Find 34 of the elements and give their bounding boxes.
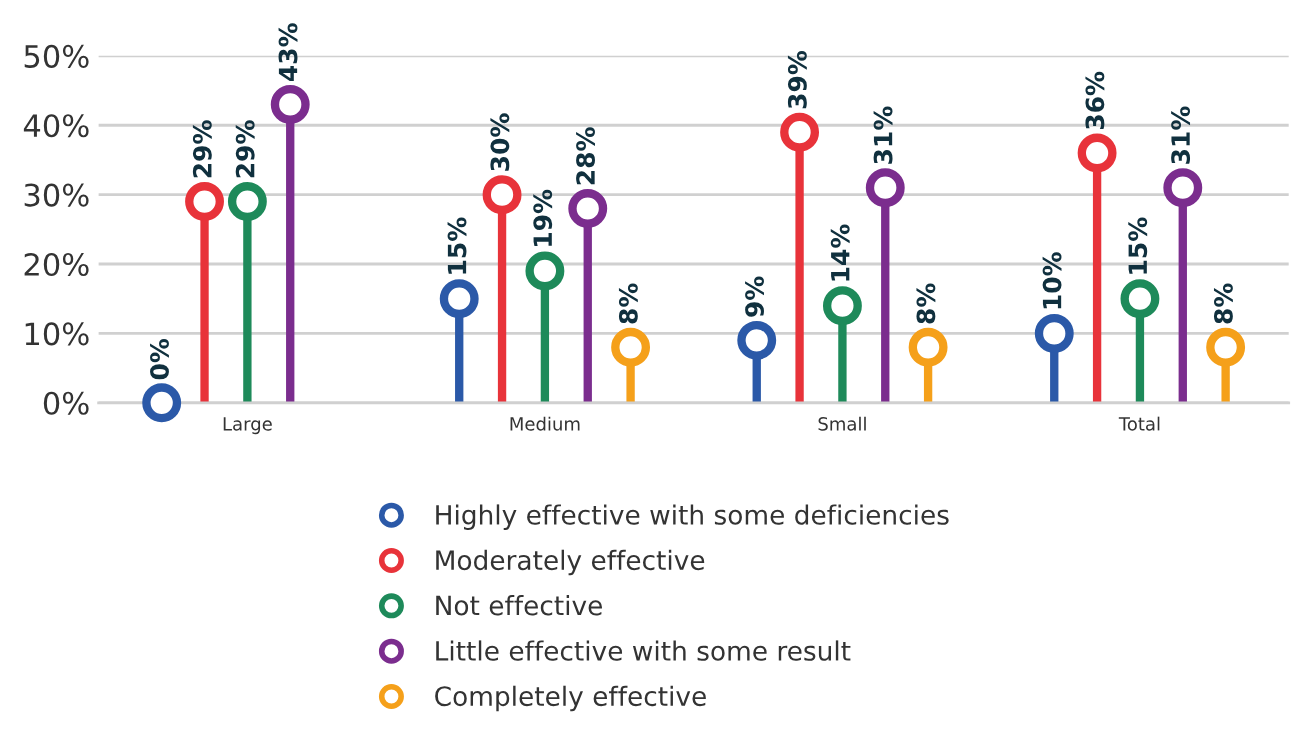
data-label: 43%: [278, 23, 298, 82]
data-label: 10%: [1042, 252, 1062, 309]
data-label: 29%: [192, 120, 212, 178]
data-label: 29%: [235, 120, 255, 178]
legend-label: Not effective: [436, 595, 602, 616]
data-label: 36%: [1085, 71, 1105, 130]
x-tick-label: Small: [818, 416, 866, 431]
legend-label: Little effective with some result: [436, 640, 851, 661]
data-label: 39%: [787, 50, 807, 109]
data-label: 8%: [1213, 283, 1233, 324]
legend-label: Moderately effective: [436, 549, 705, 576]
x-tick-label: Total: [1118, 416, 1160, 431]
data-label: 30%: [490, 113, 510, 171]
data-label: 15%: [1128, 217, 1148, 274]
data-label: 8%: [618, 283, 638, 324]
legend-label: Highly effective with some deficiencies: [436, 504, 949, 530]
y-tick-label: 40%: [23, 114, 89, 138]
y-tick-label: 30%: [24, 183, 89, 207]
data-label: 28%: [576, 127, 595, 185]
data-label: 9%: [745, 276, 764, 317]
data-label: 31%: [873, 106, 893, 164]
y-tick-label: 10%: [25, 322, 89, 346]
y-tick-label: 50%: [24, 44, 89, 68]
data-label: 15%: [447, 217, 467, 274]
data-label: 14%: [830, 224, 850, 281]
data-label: 8%: [916, 283, 936, 324]
data-label: 0%: [150, 338, 169, 380]
legend-label: Completely effective: [435, 685, 706, 712]
x-tick-label: Medium: [510, 416, 580, 431]
y-tick-label: 0%: [43, 391, 89, 415]
data-label: 31%: [1171, 106, 1191, 164]
x-tick-label: Large: [223, 417, 272, 435]
data-label: 19%: [533, 189, 553, 246]
y-tick-label: 20%: [24, 252, 89, 277]
